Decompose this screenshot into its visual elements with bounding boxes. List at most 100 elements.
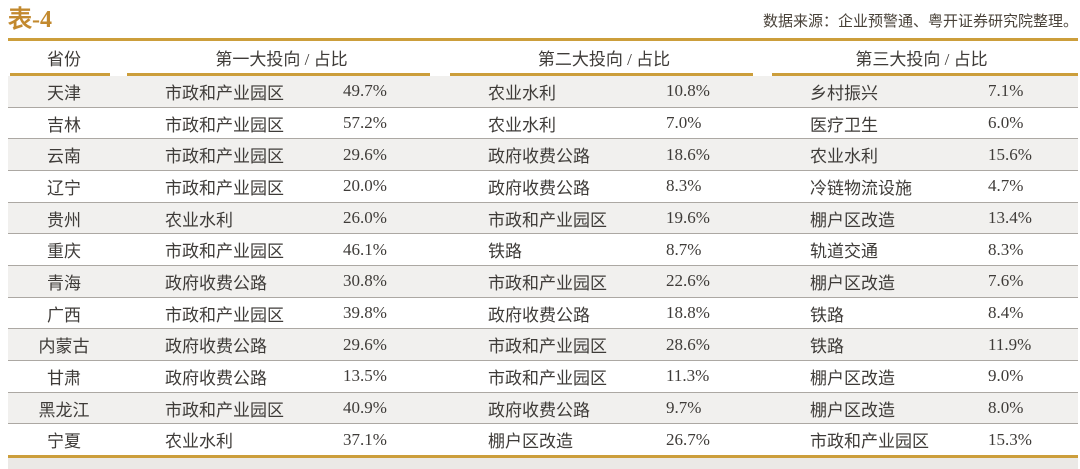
investment-name: 乡村振兴 [810,83,878,103]
second-investment-cell: 政府收费公路 18.6% [443,142,765,167]
second-investment-cell: 市政和产业园区 22.6% [443,269,765,294]
table-row: 云南 市政和产业园区 29.6% 政府收费公路 18.6% 农业水利 15.6% [8,138,1078,171]
table-row: 吉林 市政和产业园区 57.2% 农业水利 7.0% 医疗卫生 6.0% [8,106,1078,139]
table-row: 宁夏 农业水利 37.1% 棚户区改造 26.7% 市政和产业园区 15.3% [8,423,1078,455]
investment-name: 农业水利 [165,210,233,230]
investment-share: 15.3% [988,429,1032,449]
third-investment-cell: 棚户区改造 7.6% [765,269,1078,294]
investment-name: 市政和产业园区 [488,273,607,293]
investment-share: 49.7% [343,81,387,101]
province-cell: 内蒙古 [38,337,90,357]
investment-share: 40.9% [343,398,387,418]
province-cell: 广西 [47,305,81,325]
investment-name: 政府收费公路 [488,178,590,198]
third-investment-cell: 棚户区改造 9.0% [765,364,1078,389]
investment-share: 46.1% [343,239,387,259]
second-investment-cell: 政府收费公路 18.8% [443,301,765,326]
third-investment-cell: 铁路 8.4% [765,301,1078,326]
investment-name: 政府收费公路 [488,147,590,167]
cropped-next-row-strip [8,458,1078,469]
second-investment-cell: 市政和产业园区 28.6% [443,332,765,357]
first-investment-cell: 农业水利 26.0% [120,206,443,231]
province-cell: 天津 [47,83,81,103]
second-investment-cell: 铁路 8.7% [443,237,765,262]
investment-share: 26.7% [666,429,710,449]
investment-share: 8.4% [988,303,1024,323]
table-row: 黑龙江 市政和产业园区 40.9% 政府收费公路 9.7% 棚户区改造 8.0% [8,391,1078,424]
investment-share: 18.8% [666,303,710,323]
investment-name: 市政和产业园区 [488,368,607,388]
investment-share: 28.6% [666,334,710,354]
table-row: 天津 市政和产业园区 49.7% 农业水利 10.8% 乡村振兴 7.1% [8,76,1078,107]
second-investment-cell: 政府收费公路 8.3% [443,174,765,199]
investment-name: 政府收费公路 [488,305,590,325]
investment-name: 政府收费公路 [165,368,267,388]
investment-share: 26.0% [343,208,387,228]
table-body: 天津 市政和产业园区 49.7% 农业水利 10.8% 乡村振兴 7.1% 吉林 [8,76,1078,455]
first-investment-cell: 市政和产业园区 20.0% [120,174,443,199]
third-investment-cell: 棚户区改造 8.0% [765,396,1078,421]
table-bottom-rule [8,455,1078,458]
third-investment-cell: 市政和产业园区 15.3% [765,427,1078,452]
investment-name: 棚户区改造 [810,400,895,420]
investment-name: 市政和产业园区 [165,178,284,198]
third-investment-cell: 铁路 11.9% [765,332,1078,357]
first-investment-cell: 农业水利 37.1% [120,427,443,452]
investment-share: 7.0% [666,113,702,132]
header-third-investment: 第三大投向 / 占比 [855,49,988,69]
first-investment-cell: 市政和产业园区 39.8% [120,301,443,326]
investment-name: 市政和产业园区 [488,210,607,230]
investment-name: 铁路 [488,242,522,262]
investment-name: 市政和产业园区 [165,242,284,262]
investment-name: 农业水利 [488,115,556,135]
second-investment-cell: 农业水利 7.0% [443,111,765,136]
investment-share: 22.6% [666,271,710,291]
third-investment-cell: 医疗卫生 6.0% [765,111,1078,136]
investment-name: 政府收费公路 [165,337,267,357]
investment-name: 市政和产业园区 [165,400,284,420]
investment-share: 37.1% [343,429,387,449]
investment-name: 轨道交通 [810,242,878,262]
table-header-row: 省份 第一大投向 / 占比 第二大投向 / 占比 第三大投向 / 占比 [8,41,1078,73]
table-row: 广西 市政和产业园区 39.8% 政府收费公路 18.8% 铁路 8.4% [8,296,1078,329]
investment-share: 15.6% [988,144,1032,164]
second-investment-cell: 市政和产业园区 19.6% [443,206,765,231]
table-row: 内蒙古 政府收费公路 29.6% 市政和产业园区 28.6% 铁路 11.9% [8,328,1078,361]
investment-share: 39.8% [343,303,387,323]
first-investment-cell: 政府收费公路 13.5% [120,364,443,389]
table-row: 青海 政府收费公路 30.8% 市政和产业园区 22.6% 棚户区改造 7.6% [8,265,1078,297]
first-investment-cell: 市政和产业园区 49.7% [120,79,443,104]
first-investment-cell: 市政和产业园区 46.1% [120,237,443,262]
table-top-rule [8,38,1078,41]
investment-name: 市政和产业园区 [165,83,284,103]
header-underline-second [450,73,753,76]
table-row: 辽宁 市政和产业园区 20.0% 政府收费公路 8.3% 冷链物流设施 4.7% [8,170,1078,202]
province-cell: 云南 [47,147,81,167]
investment-name: 铁路 [810,337,844,357]
investment-share: 7.6% [988,271,1024,291]
investment-name: 市政和产业园区 [165,305,284,325]
header-province: 省份 [47,49,81,69]
investment-share: 8.3% [988,239,1024,259]
investment-name: 政府收费公路 [488,400,590,420]
province-cell: 甘肃 [47,368,81,388]
investment-name: 棚户区改造 [810,368,895,388]
investment-name: 农业水利 [810,147,878,167]
header-underline-province [10,73,110,76]
investment-share: 7.1% [988,81,1024,101]
investment-name: 农业水利 [488,83,556,103]
investment-name: 棚户区改造 [488,432,573,452]
first-investment-cell: 市政和产业园区 40.9% [120,396,443,421]
investment-name: 棚户区改造 [810,210,895,230]
third-investment-cell: 棚户区改造 13.4% [765,206,1078,231]
investment-share: 4.7% [988,176,1024,196]
header-underline-third [772,73,1078,76]
investment-share: 8.7% [666,239,702,259]
investment-share: 13.4% [988,208,1032,228]
province-cell: 贵州 [47,210,81,230]
first-investment-cell: 市政和产业园区 29.6% [120,142,443,167]
investment-share: 10.8% [666,81,710,101]
investment-share: 19.6% [666,208,710,228]
table-row: 甘肃 政府收费公路 13.5% 市政和产业园区 11.3% 棚户区改造 9.0% [8,360,1078,392]
